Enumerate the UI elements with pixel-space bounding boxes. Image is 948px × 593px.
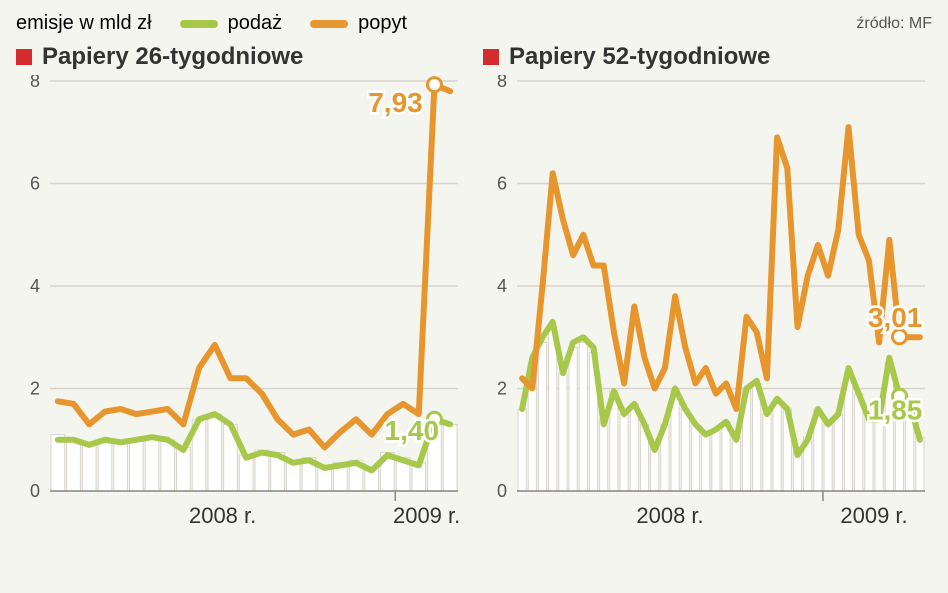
bg-bar: [579, 342, 587, 491]
bg-bar: [145, 437, 159, 491]
bg-bar: [732, 437, 740, 491]
legend-label-popyt: popyt: [358, 12, 407, 35]
bg-bar: [875, 419, 883, 491]
series-line-popyt: [58, 85, 450, 448]
chart-title-row: Papiery 26-tygodniowe: [16, 43, 465, 71]
y-tick-label: 2: [30, 379, 40, 399]
bg-bar: [630, 404, 638, 491]
bg-bar: [824, 424, 832, 491]
bg-bar: [834, 414, 842, 491]
source-text: źródło: MF: [856, 15, 932, 33]
y-tick-label: 4: [30, 276, 40, 296]
chart-svg: 0 2 4 6 8 2008 r. 2009 r. 7,93 1,40: [16, 75, 464, 535]
header: emisje w mld zł podaż popyt źródło: MF: [16, 12, 932, 35]
bg-bar: [518, 409, 526, 491]
bg-bar: [67, 440, 81, 491]
legend-swatch-podaz: [180, 20, 218, 28]
endpoint-marker-popyt: [427, 78, 441, 92]
bg-bar: [763, 414, 771, 491]
bg-bar: [129, 440, 143, 491]
y-axis-label: emisje w mld zł: [16, 12, 152, 35]
chart-svg-wrap-26: 0 2 4 6 8 2008 r. 2009 r. 7,93 1,40: [16, 75, 465, 535]
legend-item-podaz: podaż: [180, 12, 283, 35]
chart-svg: 0 2 4 6 8 2008 r. 2009 r. 3,01 1,85: [483, 75, 931, 535]
chart-panel-26: Papiery 26-tygodniowe 0 2 4 6 8 2008 r. 2009 r…: [16, 43, 465, 535]
header-left: emisje w mld zł podaż popyt: [16, 12, 407, 35]
y-tick-label: 8: [497, 75, 507, 91]
legend-item-popyt: popyt: [310, 12, 407, 35]
endpoint-label-podaz: 1,40: [385, 415, 440, 446]
x-group-label: 2008 r.: [636, 503, 703, 528]
bg-bar: [443, 424, 457, 491]
bg-bar: [208, 414, 222, 491]
bg-bar: [569, 348, 577, 492]
y-tick-label: 8: [30, 75, 40, 91]
x-group-label: 2009 r.: [393, 503, 460, 528]
bg-bar: [98, 440, 112, 491]
bg-bar: [712, 430, 720, 492]
chart-title-52: Papiery 52-tygodniowe: [509, 43, 770, 71]
bg-bar: [773, 399, 781, 491]
bg-bar: [177, 447, 191, 491]
y-tick-label: 6: [497, 174, 507, 194]
bg-bar: [114, 442, 128, 491]
source-prefix: źródło:: [856, 15, 904, 32]
bg-bar: [916, 437, 924, 491]
bg-bar: [691, 424, 699, 491]
y-tick-label: 6: [30, 174, 40, 194]
y-tick-label: 0: [30, 481, 40, 501]
y-tick-label: 4: [497, 276, 507, 296]
bg-bar: [620, 414, 628, 491]
bg-bar: [82, 445, 96, 491]
chart-svg-wrap-52: 0 2 4 6 8 2008 r. 2009 r. 3,01 1,85: [483, 75, 932, 535]
bg-bar: [681, 409, 689, 491]
endpoint-label-podaz: 1,85: [868, 394, 923, 425]
bg-bar: [600, 419, 608, 491]
y-tick-label: 0: [497, 481, 507, 501]
bg-bar: [538, 342, 546, 491]
endpoint-label-popyt: 7,93: [368, 87, 423, 118]
source-value: MF: [909, 15, 932, 32]
legend-swatch-popyt: [310, 20, 348, 28]
bg-bar: [559, 373, 567, 491]
chart-title-row: Papiery 52-tygodniowe: [483, 43, 932, 71]
charts-row: Papiery 26-tygodniowe 0 2 4 6 8 2008 r. 2009 r…: [16, 43, 932, 535]
title-marker-icon: [483, 49, 499, 65]
chart-panel-52: Papiery 52-tygodniowe 0 2 4 6 8 2008 r. 2009 r…: [483, 43, 932, 535]
bg-bar: [865, 419, 873, 491]
x-group-label: 2008 r.: [189, 503, 256, 528]
legend-label-podaz: podaż: [228, 12, 283, 35]
y-tick-label: 2: [497, 379, 507, 399]
bg-bar: [161, 440, 175, 491]
title-marker-icon: [16, 49, 32, 65]
bg-bar: [51, 435, 65, 491]
endpoint-label-popyt: 3,01: [868, 302, 923, 333]
bg-bar: [702, 435, 710, 491]
x-group-label: 2009 r.: [840, 503, 907, 528]
chart-title-26: Papiery 26-tygodniowe: [42, 43, 303, 71]
